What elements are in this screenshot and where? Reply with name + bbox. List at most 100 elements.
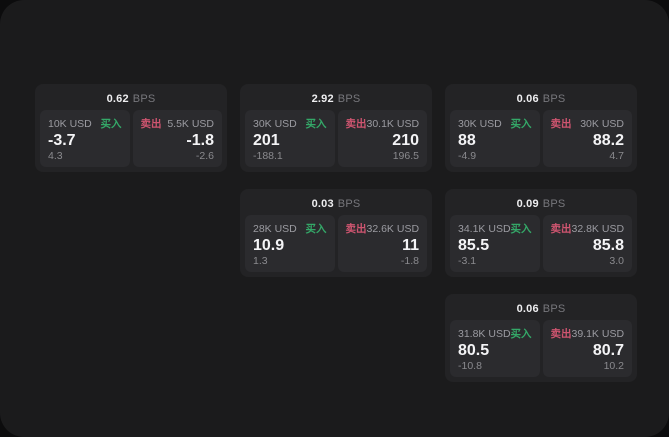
sell-delta: 10.2 — [603, 359, 624, 372]
sell-tag: 卖出 — [345, 223, 367, 235]
buy-delta: 1.3 — [253, 254, 268, 267]
sell-top-row: 卖出 32.6K USD — [346, 221, 420, 236]
sell-top-row: 卖出 32.8K USD — [551, 221, 625, 236]
bps-header: 0.06 BPS — [450, 89, 632, 110]
sell-tag: 卖出 — [345, 118, 367, 130]
buy-tag: 买入 — [100, 118, 122, 130]
buy-amount: 30K USD — [253, 118, 297, 130]
quote-card: 0.62 BPS 10K USD 买入 -3.7 4.3 卖出 5.5K USD — [35, 84, 227, 172]
sell-amount: 32.6K USD — [366, 223, 420, 235]
sell-price: 210 — [392, 131, 419, 149]
buy-delta: -4.9 — [458, 149, 477, 162]
sell-amount: 39.1K USD — [571, 328, 625, 340]
buy-amount: 30K USD — [458, 118, 502, 130]
sell-price: 80.7 — [592, 341, 624, 359]
bps-value: 0.06 — [516, 303, 539, 315]
sell-delta: -2.6 — [195, 149, 214, 162]
buy-tag: 买入 — [510, 328, 532, 340]
buy-amount: 31.8K USD — [458, 328, 511, 340]
bps-unit-label: BPS — [542, 303, 566, 315]
cells-row: 28K USD 买入 10.9 1.3 卖出 32.6K USD 11 -1.8 — [245, 215, 427, 272]
quote-card: 0.03 BPS 28K USD 买入 10.9 1.3 卖出 32.6K USD — [240, 189, 432, 277]
cells-row: 30K USD 买入 88 -4.9 卖出 30K USD 88.2 4.7 — [450, 110, 632, 167]
sell-delta: 3.0 — [609, 254, 624, 267]
buy-cell[interactable]: 28K USD 买入 10.9 1.3 — [245, 215, 335, 272]
buy-price: 85.5 — [458, 236, 490, 254]
buy-price: -3.7 — [48, 131, 76, 149]
quote-card-grid: 0.62 BPS 10K USD 买入 -3.7 4.3 卖出 5.5K USD — [35, 84, 637, 382]
buy-price: 88 — [458, 131, 476, 149]
sell-amount: 5.5K USD — [167, 118, 214, 130]
sell-price: 88.2 — [592, 131, 624, 149]
buy-amount: 10K USD — [48, 118, 92, 130]
sell-cell[interactable]: 卖出 32.6K USD 11 -1.8 — [337, 215, 427, 272]
sell-amount: 30.1K USD — [366, 118, 420, 130]
bps-header: 0.06 BPS — [450, 299, 632, 320]
buy-delta: -3.1 — [458, 254, 477, 267]
buy-delta: -188.1 — [253, 149, 283, 162]
buy-delta: 4.3 — [48, 149, 63, 162]
sell-cell[interactable]: 卖出 32.8K USD 85.8 3.0 — [542, 215, 632, 272]
buy-cell[interactable]: 10K USD 买入 -3.7 4.3 — [40, 110, 130, 167]
buy-delta: -10.8 — [458, 359, 482, 372]
cells-row: 10K USD 买入 -3.7 4.3 卖出 5.5K USD -1.8 -2.… — [40, 110, 222, 167]
buy-top-row: 30K USD 买入 — [458, 116, 532, 131]
sell-price: 85.8 — [592, 236, 624, 254]
sell-cell[interactable]: 卖出 39.1K USD 80.7 10.2 — [542, 320, 632, 377]
buy-top-row: 34.1K USD 买入 — [458, 221, 532, 236]
sell-top-row: 卖出 30.1K USD — [346, 116, 420, 131]
buy-tag: 买入 — [510, 118, 532, 130]
sell-price: 11 — [402, 236, 419, 254]
buy-amount: 28K USD — [253, 223, 297, 235]
buy-top-row: 31.8K USD 买入 — [458, 326, 532, 341]
sell-top-row: 卖出 5.5K USD — [141, 116, 215, 131]
buy-tag: 买入 — [305, 223, 327, 235]
buy-price: 201 — [253, 131, 280, 149]
bps-header: 0.62 BPS — [40, 89, 222, 110]
sell-delta: 4.7 — [609, 149, 624, 162]
buy-top-row: 10K USD 买入 — [48, 116, 122, 131]
buy-top-row: 28K USD 买入 — [253, 221, 327, 236]
bps-unit-label: BPS — [337, 93, 361, 105]
bps-unit-label: BPS — [542, 198, 566, 210]
sell-tag: 卖出 — [550, 328, 572, 340]
sell-amount: 30K USD — [580, 118, 624, 130]
bps-unit-label: BPS — [132, 93, 156, 105]
bps-value: 0.09 — [516, 198, 539, 210]
bps-header: 0.09 BPS — [450, 194, 632, 215]
cells-row: 31.8K USD 买入 80.5 -10.8 卖出 39.1K USD 80.… — [450, 320, 632, 377]
sell-amount: 32.8K USD — [571, 223, 625, 235]
bps-value: 0.03 — [311, 198, 334, 210]
sell-delta: -1.8 — [400, 254, 419, 267]
buy-tag: 买入 — [305, 118, 327, 130]
cells-row: 30K USD 买入 201 -188.1 卖出 30.1K USD 210 1… — [245, 110, 427, 167]
sell-cell[interactable]: 卖出 30.1K USD 210 196.5 — [337, 110, 427, 167]
buy-cell[interactable]: 34.1K USD 买入 85.5 -3.1 — [450, 215, 540, 272]
buy-price: 10.9 — [253, 236, 285, 254]
quote-card: 2.92 BPS 30K USD 买入 201 -188.1 卖出 30.1K U… — [240, 84, 432, 172]
buy-tag: 买入 — [510, 223, 532, 235]
sell-top-row: 卖出 39.1K USD — [551, 326, 625, 341]
sell-cell[interactable]: 卖出 5.5K USD -1.8 -2.6 — [132, 110, 222, 167]
sell-delta: 196.5 — [392, 149, 419, 162]
buy-price: 80.5 — [458, 341, 490, 359]
quote-card: 0.06 BPS 31.8K USD 买入 80.5 -10.8 卖出 39.1K… — [445, 294, 637, 382]
quote-card: 0.09 BPS 34.1K USD 买入 85.5 -3.1 卖出 32.8K … — [445, 189, 637, 277]
bps-unit-label: BPS — [337, 198, 361, 210]
buy-amount: 34.1K USD — [458, 223, 511, 235]
bps-value: 2.92 — [311, 93, 334, 105]
buy-cell[interactable]: 31.8K USD 买入 80.5 -10.8 — [450, 320, 540, 377]
quote-card: 0.06 BPS 30K USD 买入 88 -4.9 卖出 30K USD — [445, 84, 637, 172]
sell-top-row: 卖出 30K USD — [551, 116, 625, 131]
sell-cell[interactable]: 卖出 30K USD 88.2 4.7 — [542, 110, 632, 167]
bps-header: 2.92 BPS — [245, 89, 427, 110]
bps-value: 0.06 — [516, 93, 539, 105]
sell-tag: 卖出 — [140, 118, 162, 130]
buy-cell[interactable]: 30K USD 买入 88 -4.9 — [450, 110, 540, 167]
cells-row: 34.1K USD 买入 85.5 -3.1 卖出 32.8K USD 85.8… — [450, 215, 632, 272]
buy-cell[interactable]: 30K USD 买入 201 -188.1 — [245, 110, 335, 167]
buy-top-row: 30K USD 买入 — [253, 116, 327, 131]
sell-tag: 卖出 — [550, 118, 572, 130]
bps-header: 0.03 BPS — [245, 194, 427, 215]
